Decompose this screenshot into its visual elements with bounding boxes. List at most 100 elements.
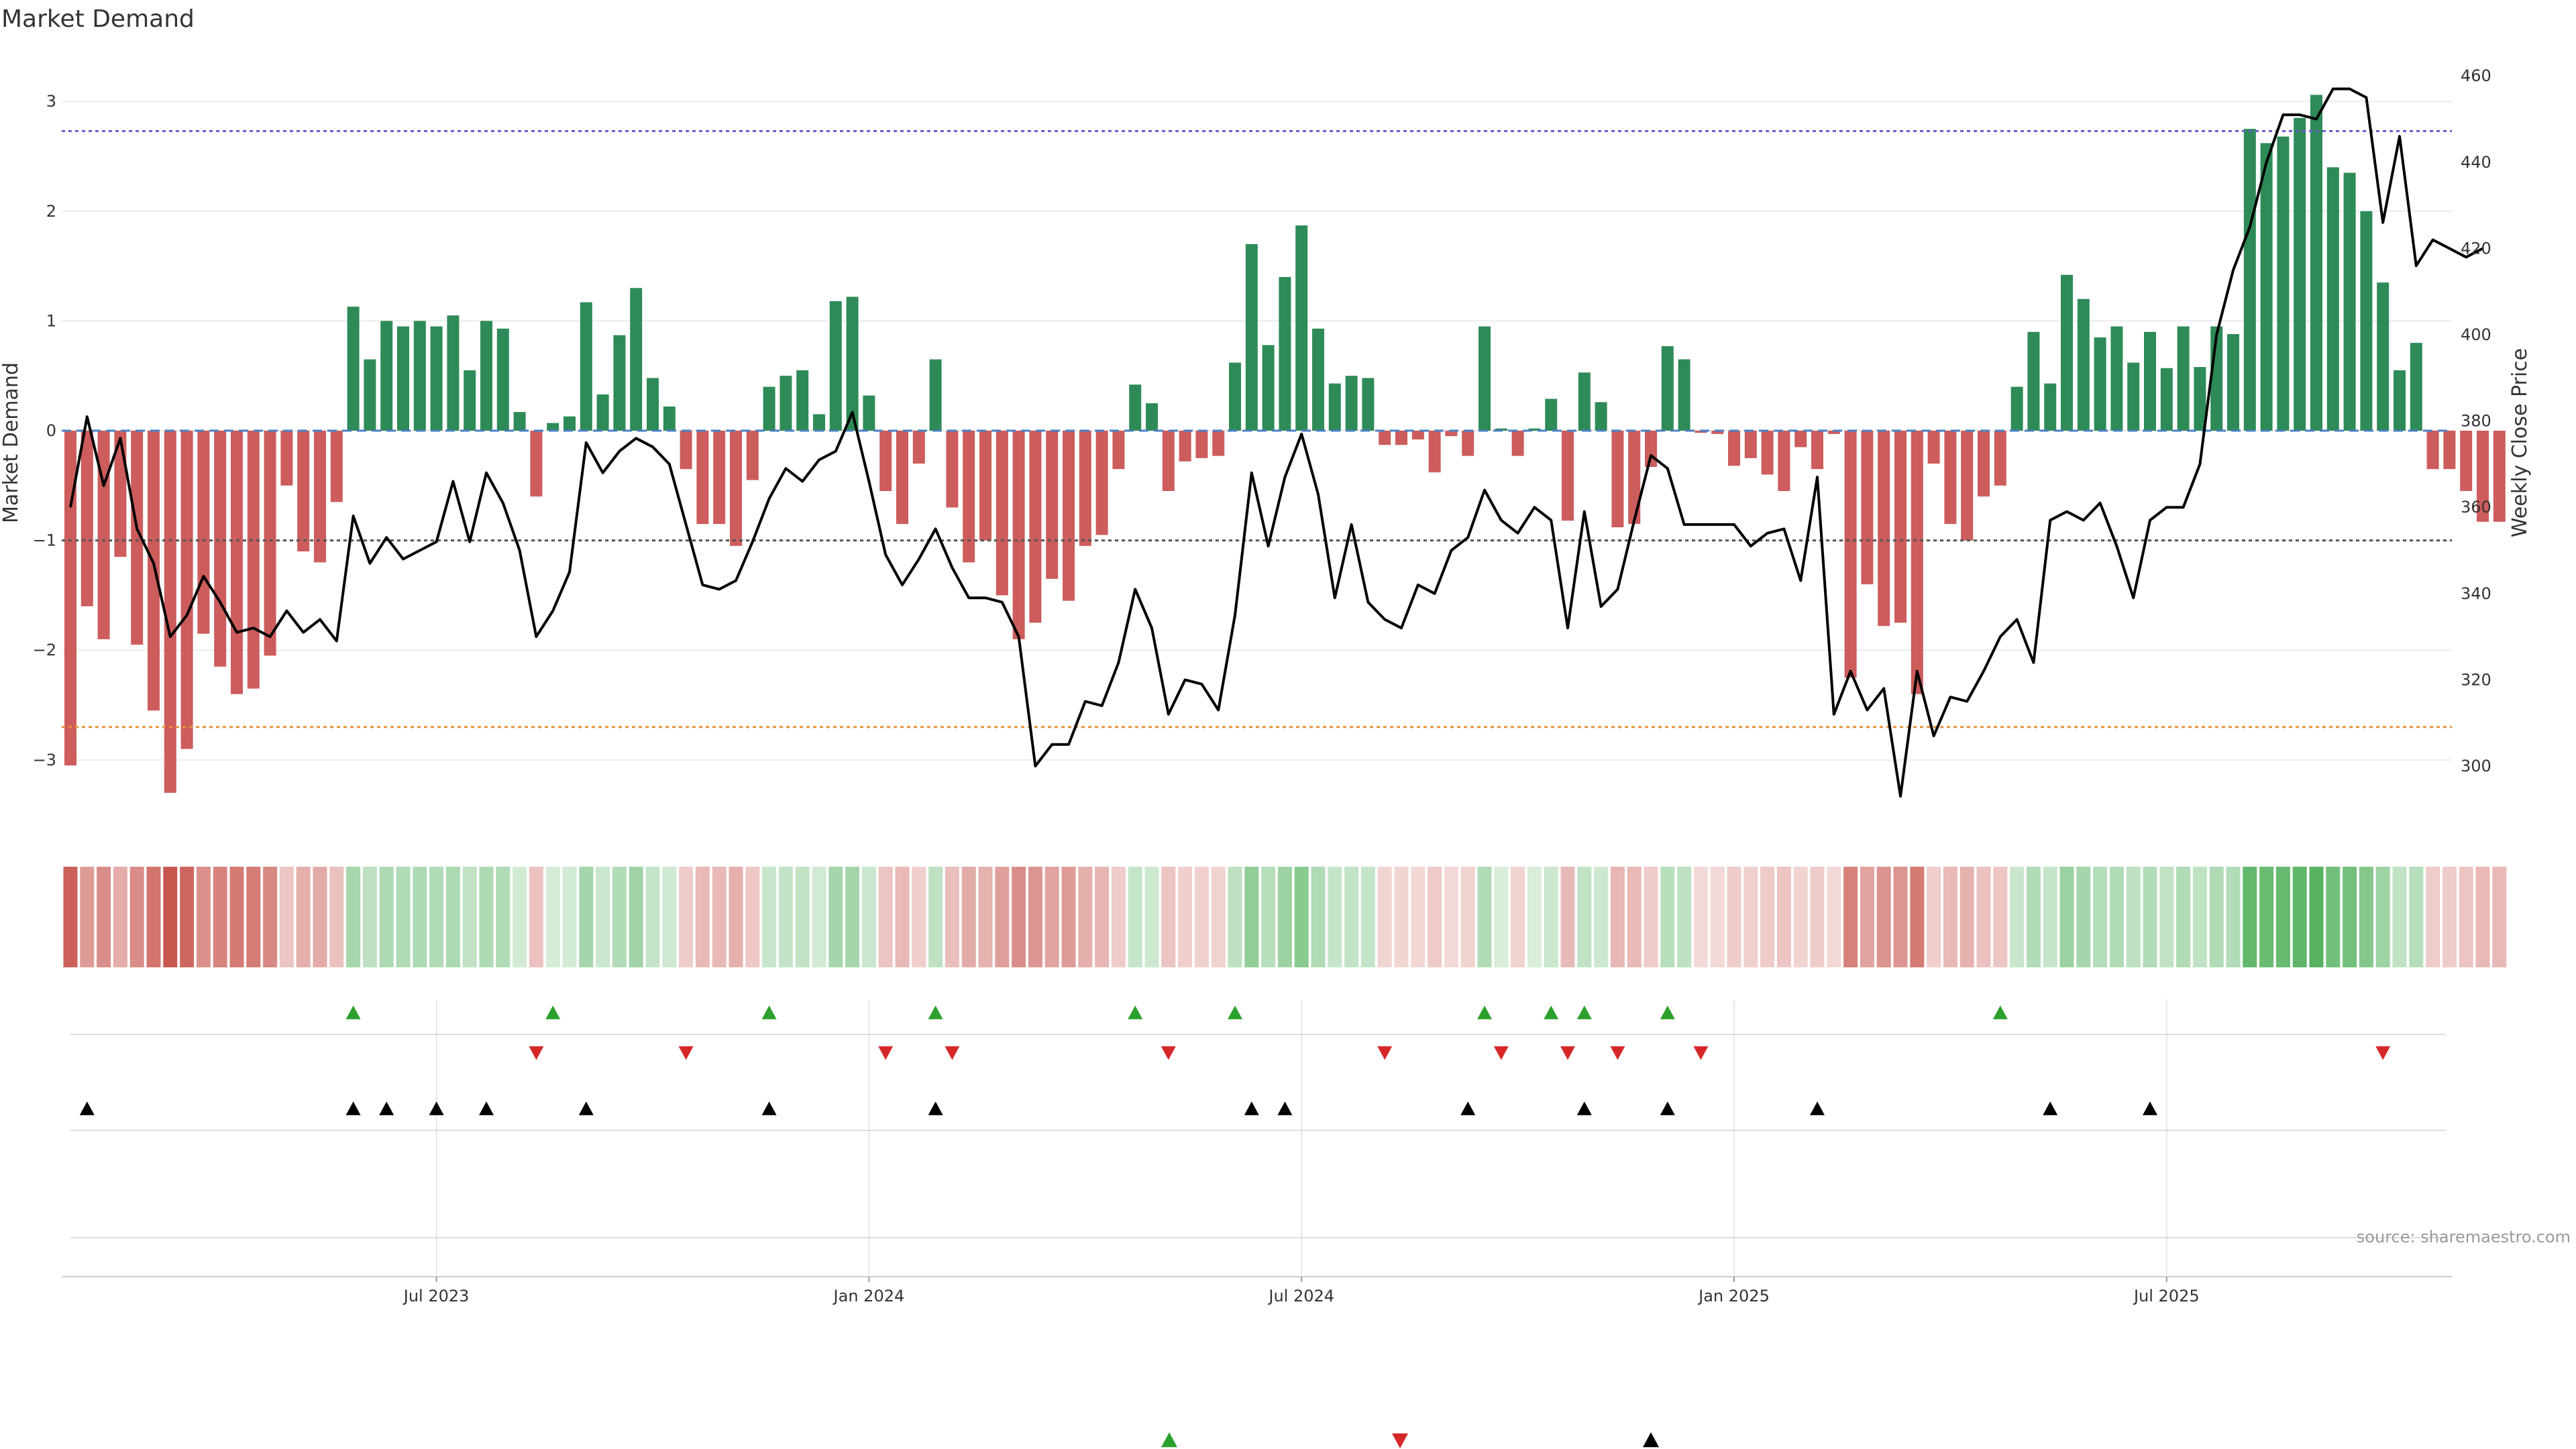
flip-up-marker <box>345 1006 361 1020</box>
heat-cell <box>529 867 543 967</box>
demand-bar-positive <box>2077 299 2090 431</box>
x-tick-label: Jul 2023 <box>402 1287 470 1305</box>
left-tick-label: −3 <box>33 751 56 769</box>
heat-cell <box>63 867 78 967</box>
x-tick-label: Jul 2024 <box>1267 1287 1334 1305</box>
heat-cell <box>1261 867 1276 967</box>
heat-cell <box>2026 867 2041 967</box>
heat-cell <box>2442 867 2457 967</box>
demand-bar-negative <box>280 431 293 486</box>
right-tick-label: 300 <box>2461 757 2491 775</box>
demand-bar-negative <box>264 431 276 656</box>
legend-swatch-triangle-up <box>1643 1432 1659 1448</box>
demand-bar-negative <box>1162 431 1175 491</box>
heat-cell <box>2475 867 2490 967</box>
flip-down-marker <box>1493 1046 1509 1060</box>
heat-cell <box>462 867 477 967</box>
demand-bar-negative <box>114 431 127 557</box>
left-tick-label: 1 <box>46 311 56 330</box>
demand-bar-negative <box>2493 431 2506 522</box>
heat-cell <box>113 867 127 967</box>
price-cross-marker <box>429 1102 444 1116</box>
heat-cell <box>545 867 560 967</box>
flip-up-marker <box>1477 1006 1492 1020</box>
demand-bar-negative <box>1179 431 1191 462</box>
demand-bar-positive <box>1262 345 1275 431</box>
flip-up-marker <box>761 1006 777 1020</box>
legend-item: Price crosses −1 ↑ (Demand ref) <box>1643 1432 1659 1448</box>
heat-cell <box>812 867 826 967</box>
heat-cell <box>1627 867 1642 967</box>
heat-cell <box>629 867 643 967</box>
demand-bar-negative <box>1212 431 1225 456</box>
flip-up-marker <box>1576 1006 1592 1020</box>
demand-bar-positive <box>547 423 559 431</box>
demand-bar-negative <box>912 431 925 464</box>
demand-bar-positive <box>413 321 426 431</box>
heat-cell <box>1244 867 1259 967</box>
demand-heat-strip <box>63 867 2507 967</box>
heat-cell <box>845 867 860 967</box>
demand-bar-positive <box>1245 244 1258 431</box>
heat-cell <box>346 867 361 967</box>
heat-cell <box>1677 867 1692 967</box>
right-tick-label: 380 <box>2461 412 2491 431</box>
flip-down-marker <box>1610 1046 1625 1060</box>
demand-bar-negative <box>1994 431 2006 486</box>
heat-cell <box>1344 867 1359 967</box>
price-cross-marker <box>79 1102 95 1116</box>
heat-cell <box>2059 867 2074 967</box>
flip-down-marker <box>1693 1046 1709 1060</box>
price-cross-marker <box>1576 1102 1592 1116</box>
heat-cell <box>379 867 394 967</box>
heat-cell <box>1827 867 1841 967</box>
demand-bar-positive <box>2094 337 2106 431</box>
heat-cell <box>263 867 278 967</box>
demand-bar-negative <box>1628 431 1641 525</box>
demand-bar-negative <box>1395 431 1407 445</box>
flip-up-marker <box>1992 1006 2008 1020</box>
heat-cell <box>1910 867 1925 967</box>
demand-bar-negative <box>1927 431 1940 464</box>
demand-bar-negative <box>1794 431 1807 447</box>
demand-bar-positive <box>1129 384 1142 431</box>
heat-cell <box>513 867 527 967</box>
demand-bar-positive <box>929 359 942 431</box>
demand-bar-positive <box>480 321 492 431</box>
price-cross-marker <box>578 1102 594 1116</box>
demand-bar-positive <box>2194 367 2206 431</box>
heat-cell <box>146 867 161 967</box>
demand-bar-positive <box>2360 211 2373 431</box>
event-markers <box>70 1006 2446 1238</box>
right-tick-label: 460 <box>2461 66 2491 85</box>
chart-title: Market Demand <box>1 5 195 33</box>
x-tick-label: Jan 2025 <box>1697 1287 1770 1305</box>
heat-cell <box>1993 867 2008 967</box>
heat-cell <box>1428 867 1442 967</box>
left-tick-label: −2 <box>33 641 56 659</box>
heat-cell <box>1460 867 1475 967</box>
demand-bar-negative <box>1778 431 1790 491</box>
flip-up-marker <box>1128 1006 1143 1020</box>
demand-bar-negative <box>2477 431 2489 522</box>
left-tick-label: 2 <box>46 202 56 221</box>
demand-bar-negative <box>730 431 742 546</box>
weekly-close-line <box>69 87 2483 798</box>
demand-bar-negative <box>247 431 260 689</box>
demand-bar-positive <box>1578 372 1591 431</box>
heat-cell <box>2126 867 2141 967</box>
heat-cell <box>2409 867 2424 967</box>
demand-bar-positive <box>2177 326 2190 431</box>
demand-bar-negative <box>97 431 110 639</box>
heat-cell <box>928 867 943 967</box>
demand-bar-positive <box>2310 95 2322 431</box>
heat-cell <box>1061 867 1076 967</box>
demand-bar-positive <box>613 335 626 431</box>
demand-bar-positive <box>2326 167 2339 431</box>
flip-down-marker <box>878 1046 894 1060</box>
heat-cell <box>2392 867 2407 967</box>
demand-bar-positive <box>1229 362 1241 431</box>
heat-cell <box>1810 867 1825 967</box>
demand-bar-negative <box>1411 431 1424 440</box>
demand-bar-positive <box>796 370 809 431</box>
